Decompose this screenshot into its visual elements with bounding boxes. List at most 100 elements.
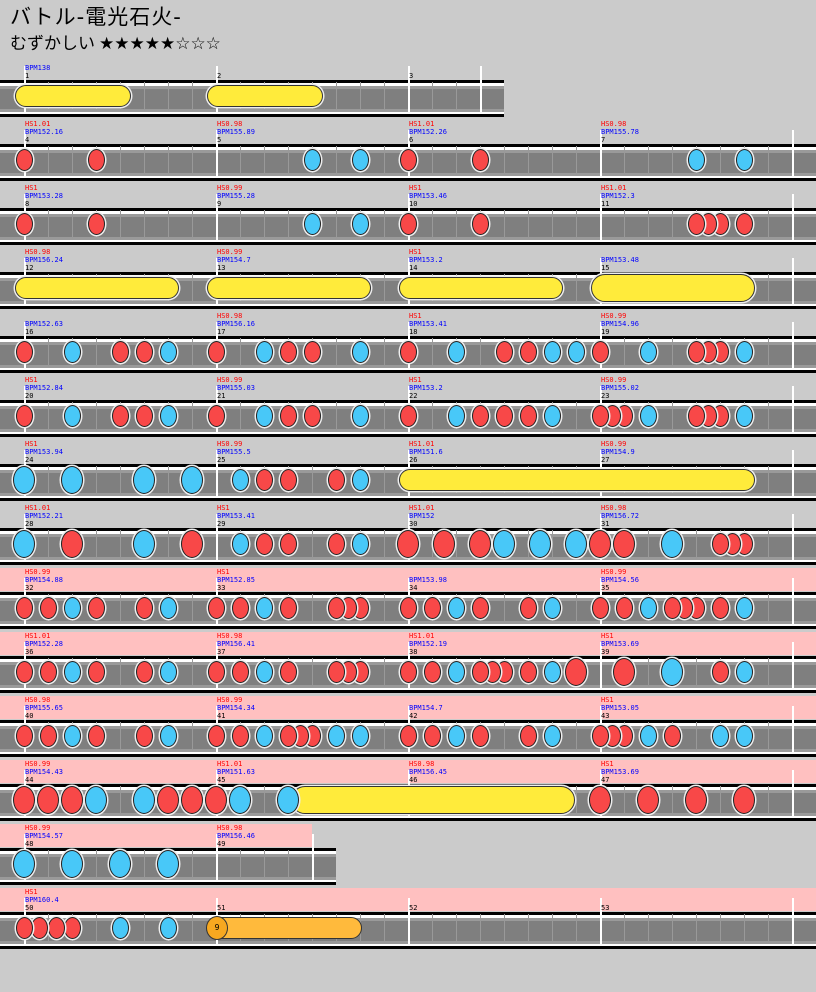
beat-line [192, 914, 193, 943]
scroll-speed-label: HS1 [217, 504, 230, 512]
drumroll-note [207, 277, 371, 299]
beat-line [48, 402, 49, 431]
don-note [519, 725, 537, 747]
don-note [15, 661, 33, 683]
ka-note [327, 725, 345, 747]
measure-number: 25 [217, 456, 226, 464]
beat-line [528, 146, 529, 175]
don-note [15, 149, 33, 171]
beat-line [648, 146, 649, 175]
big-don-note [613, 658, 635, 686]
measure-number: 36 [25, 648, 34, 656]
beat-line [192, 338, 193, 367]
ka-note [255, 405, 273, 427]
chart-row: HS0.99 BPM154.43 44 HS1.01 BPM151.63 45 HS0.98… [0, 760, 816, 864]
don-note [423, 597, 441, 619]
chart-row: HS1.01 BPM152.21 28 HS1 BPM153.41 29 HS1.01 BPM… [0, 504, 816, 608]
beat-line [672, 338, 673, 367]
beat-line [384, 402, 385, 431]
beat-line [240, 402, 241, 431]
measure-number: 26 [409, 456, 418, 464]
big-ka-note [109, 850, 131, 878]
ka-note [159, 341, 177, 363]
don-note [423, 725, 441, 747]
don-note [711, 661, 729, 683]
beat-line [624, 146, 625, 175]
gogo-band [0, 824, 216, 847]
beat-line [384, 274, 385, 303]
measure-number: 6 [409, 136, 414, 144]
ka-note [255, 597, 273, 619]
measure-bar-line [216, 130, 218, 178]
bpm-label: BPM152.63 [25, 320, 63, 328]
scroll-speed-label: HS1.01 [409, 632, 435, 640]
beat-line [72, 210, 73, 239]
ka-note [711, 725, 729, 747]
ka-note [63, 661, 81, 683]
gogo-band [408, 696, 600, 719]
beat-line [648, 530, 649, 559]
bpm-label: BPM152.19 [409, 640, 447, 648]
scroll-speed-label: HS1 [25, 376, 38, 384]
don-note [399, 149, 417, 171]
beat-line [648, 658, 649, 687]
beat-line [384, 210, 385, 239]
beat-line [576, 402, 577, 431]
bpm-label: BPM156.72 [601, 512, 639, 520]
scroll-speed-label: HS0.98 [217, 312, 243, 320]
don-note [87, 661, 105, 683]
big-don-note [685, 786, 707, 814]
don-note [15, 341, 33, 363]
gogo-band [600, 760, 816, 783]
beat-line [768, 530, 769, 559]
beat-line [120, 466, 121, 495]
gogo-band [600, 568, 816, 591]
measure-number: 17 [217, 328, 226, 336]
scroll-speed-label: HS0.99 [601, 440, 627, 448]
measure-number: 53 [601, 904, 610, 912]
don-note [735, 213, 753, 235]
ka-note [255, 341, 273, 363]
measure-number: 52 [409, 904, 418, 912]
lane-stripe [0, 109, 504, 112]
scroll-speed-label: HS1.01 [25, 504, 51, 512]
beat-line [192, 210, 193, 239]
don-note [135, 597, 153, 619]
beat-line [672, 786, 673, 815]
ka-note [159, 725, 177, 747]
beat-line [768, 722, 769, 751]
measure-number: 42 [409, 712, 418, 720]
beat-line [672, 402, 673, 431]
bpm-label: BPM155.89 [217, 128, 255, 136]
measure-number: 49 [217, 840, 226, 848]
measure-bar-line [600, 642, 602, 690]
don-note [399, 341, 417, 363]
beat-line [744, 914, 745, 943]
measure-number: 50 [25, 904, 34, 912]
don-note [399, 405, 417, 427]
don-note [255, 469, 273, 491]
beat-line [456, 530, 457, 559]
gogo-band [0, 568, 216, 591]
beat-line [528, 530, 529, 559]
beat-line [168, 82, 169, 111]
don-note [399, 661, 417, 683]
measure-bar-line [792, 706, 794, 754]
gogo-band [408, 760, 600, 783]
bpm-label: BPM155.28 [217, 192, 255, 200]
bpm-label: BPM154.88 [25, 576, 63, 584]
measure-number: 51 [217, 904, 226, 912]
measure-number: 23 [601, 392, 610, 400]
big-ka-note [529, 530, 551, 558]
gogo-band [408, 632, 600, 655]
beat-line [144, 210, 145, 239]
ka-note [63, 405, 81, 427]
measure-number: 38 [409, 648, 418, 656]
beat-line [192, 594, 193, 623]
don-note [663, 597, 681, 619]
measure-bar-line [792, 898, 794, 946]
beat-line [624, 338, 625, 367]
don-note [471, 725, 489, 747]
bpm-label: BPM154.7 [409, 704, 443, 712]
scroll-speed-label: HS1 [25, 440, 38, 448]
